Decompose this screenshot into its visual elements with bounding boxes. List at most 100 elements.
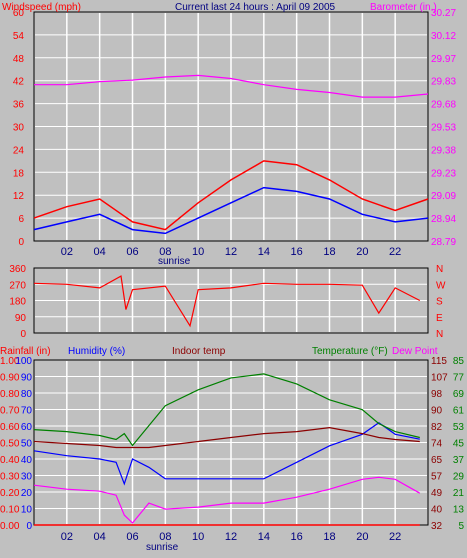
direction-tick-label: 180 <box>9 297 26 308</box>
rainfall-tick-label: 0.80 <box>0 389 20 400</box>
temperature-tick-label: 57 <box>431 472 443 483</box>
temperature-tick-label: 49 <box>431 488 443 499</box>
x-tick-label: 20 <box>356 531 368 543</box>
x-tick-label: 02 <box>61 531 73 543</box>
temperature-tick-label: 115 <box>431 356 447 367</box>
windspeed-tick-label: 30 <box>13 123 25 134</box>
compass-tick-label: S <box>436 297 443 308</box>
rainfall-tick-label: 0.50 <box>0 439 20 450</box>
dewpoint-tick-label: 5 <box>458 521 464 532</box>
x-tick-label: 22 <box>389 246 401 258</box>
sunrise-label-top: sunrise <box>158 256 191 267</box>
dewpoint-tick-label: 13 <box>453 505 465 516</box>
compass-tick-label: W <box>436 280 446 291</box>
barometer-tick-label: 29.09 <box>431 191 456 202</box>
x-tick-label: 06 <box>126 531 138 543</box>
dewpoint-tick-label: 85 <box>453 356 465 367</box>
temperature-tick-label: 32 <box>431 521 443 532</box>
barometer-axis-title: Barometer (in.) <box>370 2 437 13</box>
humidity-tick-label: 30 <box>21 472 33 483</box>
windspeed-tick-label: 18 <box>13 168 25 179</box>
x-tick-label: 02 <box>61 246 73 258</box>
windspeed-tick-label: 24 <box>13 145 25 156</box>
barometer-tick-label: 30.12 <box>431 31 456 42</box>
dewpoint-tick-label: 69 <box>453 389 465 400</box>
humidity-tick-label: 80 <box>21 389 33 400</box>
x-tick-label: 14 <box>258 531 270 543</box>
barometer-tick-label: 29.68 <box>431 100 456 111</box>
humidity-tick-label: 70 <box>21 406 33 417</box>
dewpoint-axis-title: Dew Point <box>392 346 438 357</box>
windspeed-tick-label: 12 <box>13 191 25 202</box>
humidity-axis-title: Humidity (%) <box>68 346 125 357</box>
x-tick-label: 04 <box>94 246 106 258</box>
rainfall-tick-label: 0.60 <box>0 422 20 433</box>
dewpoint-line <box>33 476 421 524</box>
x-tick-label: 12 <box>225 246 237 258</box>
wind-direction-line <box>33 275 421 328</box>
barometer-tick-label: 29.83 <box>431 77 456 88</box>
barometer-tick-label: 30.27 <box>431 8 456 19</box>
humidity-tick-label: 0 <box>26 521 32 532</box>
temperature-tick-label: 90 <box>431 406 443 417</box>
barometer-tick-label: 29.23 <box>431 168 456 179</box>
humidity-tick-label: 60 <box>21 422 33 433</box>
x-tick-label: 16 <box>291 531 303 543</box>
barometer-tick-label: 29.97 <box>431 54 456 65</box>
temperature-tick-label: 98 <box>431 389 443 400</box>
humidity-tick-label: 50 <box>21 439 33 450</box>
rainfall-tick-label: 0.30 <box>0 472 20 483</box>
wind-baro-axis-labels: 6054484236302418126030.2730.1229.9729.83… <box>13 8 457 258</box>
temperature-tick-label: 65 <box>431 455 443 466</box>
x-tick-label: 04 <box>94 531 106 543</box>
windspeed-tick-label: 0 <box>18 237 24 248</box>
x-tick-label: 10 <box>192 246 204 258</box>
x-tick-label: 20 <box>356 246 368 258</box>
humidity-tick-label: 100 <box>15 356 32 367</box>
humidity-tick-label: 90 <box>21 373 33 384</box>
dewpoint-tick-label: 45 <box>453 439 465 450</box>
dewpoint-tick-label: 21 <box>453 488 465 499</box>
x-tick-label: 08 <box>159 531 171 543</box>
barometer-tick-label: 29.53 <box>431 123 456 134</box>
direction-tick-label: 0 <box>20 329 26 340</box>
windspeed-tick-label: 54 <box>13 31 25 42</box>
direction-series <box>33 275 421 328</box>
dewpoint-tick-label: 29 <box>453 472 465 483</box>
rainfall-tick-label: 0.20 <box>0 488 20 499</box>
rainfall-tick-label: 0.40 <box>0 455 20 466</box>
x-tick-label: 12 <box>225 531 237 543</box>
humidity-tick-label: 20 <box>21 488 33 499</box>
dewpoint-tick-label: 77 <box>453 373 465 384</box>
windspeed-axis-title: Windspeed (mph) <box>2 2 81 13</box>
sunrise-label-bottom: sunrise <box>146 542 179 553</box>
barometer-tick-label: 29.38 <box>431 145 456 156</box>
compass-tick-label: E <box>436 313 443 324</box>
direction-tick-label: 360 <box>9 264 26 275</box>
chart-title: Current last 24 hours : April 09 2005 <box>175 2 336 13</box>
barometer-tick-label: 28.79 <box>431 237 456 248</box>
humidity-tick-label: 10 <box>21 505 33 516</box>
wind-gust-line <box>33 160 429 231</box>
rainfall-tick-label: 0.90 <box>0 373 20 384</box>
direction-tick-label: 90 <box>15 313 27 324</box>
temperature-tick-label: 107 <box>431 373 448 384</box>
dewpoint-tick-label: 61 <box>453 406 465 417</box>
wind-average-line <box>33 186 429 235</box>
barometer-line <box>34 74 429 98</box>
humidity-tick-label: 40 <box>21 455 33 466</box>
direction-grid <box>35 269 427 332</box>
windspeed-tick-label: 42 <box>13 77 25 88</box>
rainfall-axis-title: Rainfall (in) <box>0 346 51 357</box>
windspeed-tick-label: 60 <box>13 8 25 19</box>
rainfall-tick-label: 0.70 <box>0 406 20 417</box>
x-tick-label: 08 <box>159 246 171 258</box>
x-tick-label: 14 <box>258 246 270 258</box>
climate-axis-labels: 1.00 0.90 0.80 0.70 0.60 0.50 0.40 0.30 0.20 0.10… <box>0 356 464 543</box>
windspeed-tick-label: 6 <box>18 214 24 225</box>
rainfall-tick-label: 1.00 <box>0 356 20 367</box>
barometer-tick-label: 28.94 <box>431 214 456 225</box>
